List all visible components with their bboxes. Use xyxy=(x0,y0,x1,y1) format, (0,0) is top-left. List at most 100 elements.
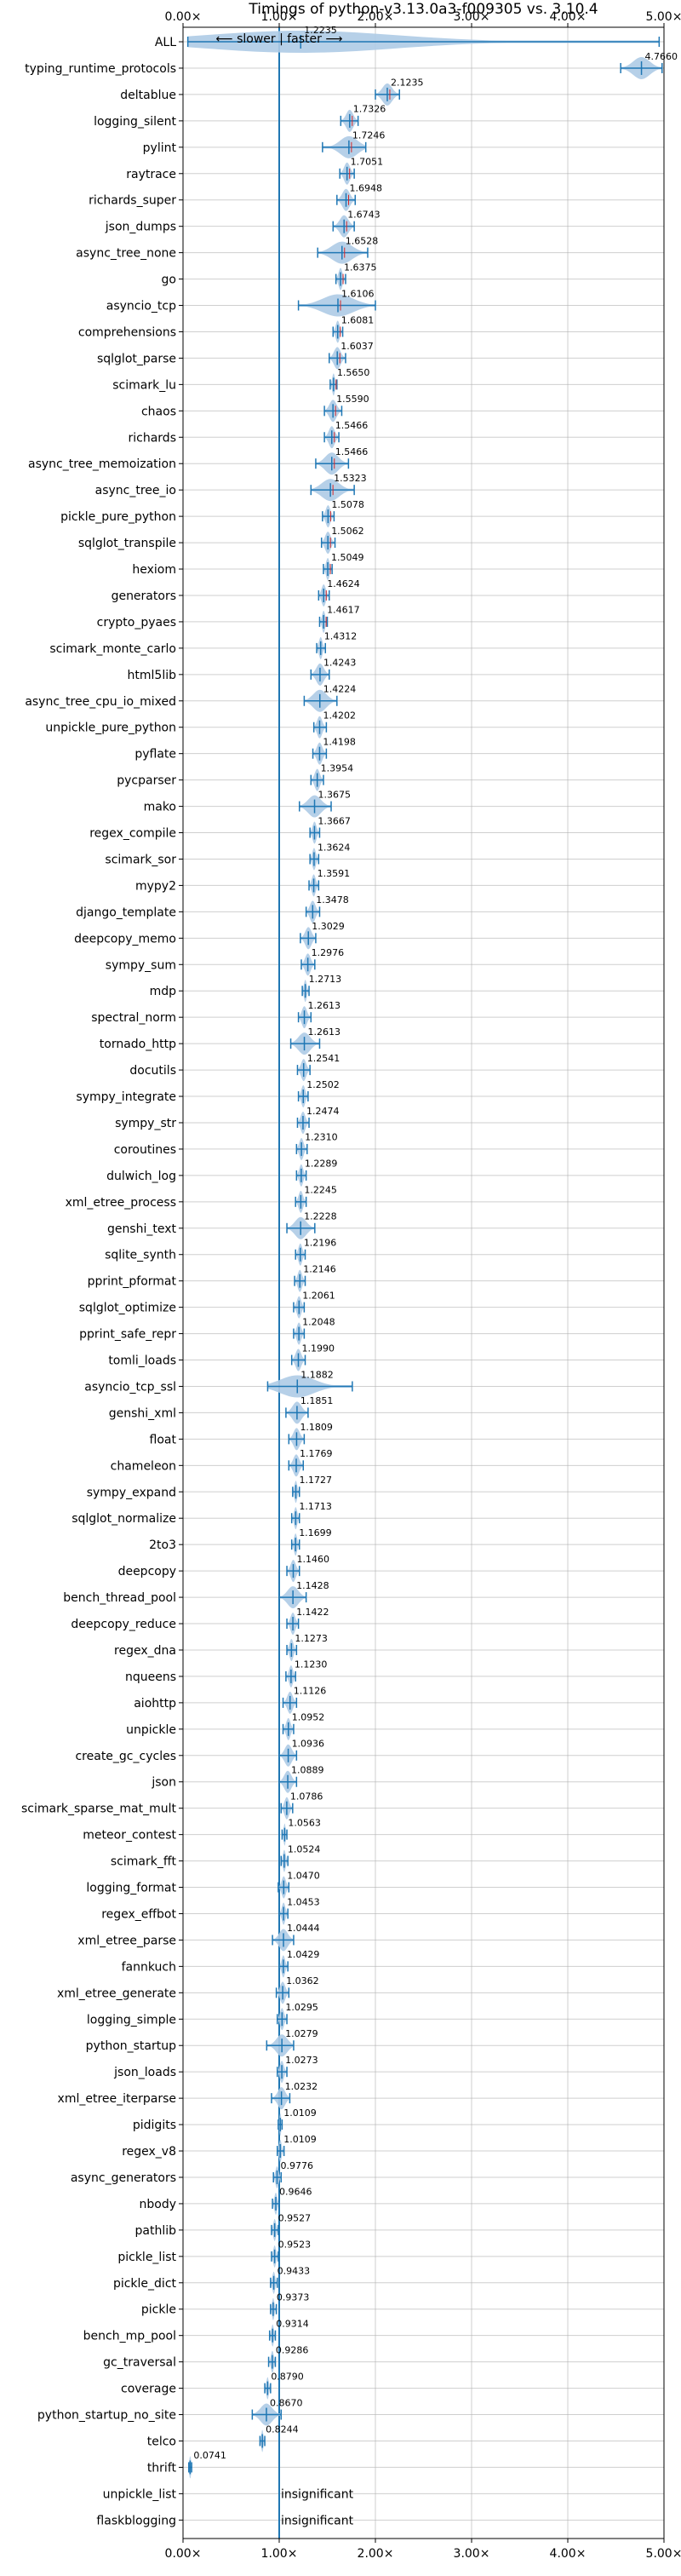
x-tick-label-top: 3.00× xyxy=(454,10,490,24)
value-label: 0.9286 xyxy=(276,2344,309,2355)
category-label: flaskblogging xyxy=(96,2514,176,2527)
value-label: 0.9523 xyxy=(278,2240,312,2251)
category-label: thrift xyxy=(147,2461,177,2475)
category-label: async_tree_memoization xyxy=(28,457,176,471)
value-label: 1.1809 xyxy=(300,1422,333,1433)
value-label: 1.0279 xyxy=(285,2028,318,2039)
value-label: 1.5590 xyxy=(336,394,369,405)
value-label: 1.6375 xyxy=(344,262,377,273)
category-label: bench_thread_pool xyxy=(63,1591,176,1605)
category-label: pylint xyxy=(143,141,177,155)
category-label: pathlib xyxy=(135,2224,177,2238)
category-label: genshi_text xyxy=(107,1222,177,1236)
value-label: 1.2502 xyxy=(306,1079,340,1090)
x-tick-label-top: 4.00× xyxy=(550,10,587,24)
value-label: 2.1235 xyxy=(391,78,424,89)
value-label: 1.4617 xyxy=(327,605,360,616)
category-label: pickle_pure_python xyxy=(60,510,176,524)
value-label: 1.4202 xyxy=(323,710,356,722)
value-label: 1.3591 xyxy=(318,868,351,879)
value-label: 0.9373 xyxy=(277,2292,310,2303)
value-label: 1.5466 xyxy=(335,420,369,431)
insignificant-label: insignificant xyxy=(281,2514,354,2527)
value-label: 1.0273 xyxy=(285,2055,318,2066)
category-label: unpickle xyxy=(126,1723,176,1737)
category-label: tomli_loads xyxy=(108,1354,176,1368)
category-label: sympy_integrate xyxy=(76,1090,176,1104)
category-label: gc_traversal xyxy=(103,2356,176,2370)
value-label: 1.2613 xyxy=(308,1026,341,1038)
value-label: 1.2541 xyxy=(307,1053,340,1064)
value-label: 1.0429 xyxy=(287,1949,320,1960)
category-label: scimark_sparse_mat_mult xyxy=(21,1803,176,1816)
value-label: 0.8244 xyxy=(266,2424,299,2435)
category-label: coroutines xyxy=(114,1143,176,1157)
value-label: 1.3029 xyxy=(312,921,345,932)
category-label: django_template xyxy=(76,906,176,919)
value-label: 1.5650 xyxy=(337,367,370,378)
category-label: unpickle_list xyxy=(103,2487,177,2501)
category-label: sympy_str xyxy=(115,1117,176,1130)
category-label: json_dumps xyxy=(105,221,176,234)
category-label: go xyxy=(162,273,176,287)
value-label: 1.5078 xyxy=(331,499,364,510)
category-label: tornado_http xyxy=(100,1038,176,1051)
category-label: asyncio_tcp_ssl xyxy=(84,1380,176,1394)
x-tick-label-bottom: 3.00× xyxy=(454,2547,490,2561)
category-label: deepcopy_memo xyxy=(74,932,176,946)
chart-title: Timings of python-v3.13.0a3-f009305 vs. … xyxy=(248,1,598,18)
value-label: 1.0362 xyxy=(286,1975,319,1987)
value-label: 1.6528 xyxy=(346,235,379,246)
category-label: unpickle_pure_python xyxy=(45,722,176,735)
value-label: 1.1230 xyxy=(295,1659,328,1670)
category-label: genshi_xml xyxy=(109,1406,176,1420)
value-label: 1.1428 xyxy=(296,1580,329,1591)
category-label: mdp xyxy=(150,985,177,998)
category-label: async_generators xyxy=(71,2171,176,2185)
category-label: regex_compile xyxy=(89,827,176,841)
ticks-layer: 0.00× 0.00× 1.00× 1.00× 2.00× 2.00× 3.00× 3.00×… xyxy=(165,10,681,2561)
value-label: 1.5466 xyxy=(335,446,369,457)
grid-layer xyxy=(182,27,665,2539)
value-label: 1.6106 xyxy=(341,288,375,299)
category-label: pprint_pformat xyxy=(88,1275,177,1289)
value-label: 0.9646 xyxy=(279,2187,312,2198)
category-label: dulwich_log xyxy=(106,1170,176,1183)
category-label: pickle_list xyxy=(117,2251,176,2264)
value-label: 4.7660 xyxy=(645,51,678,62)
category-label: deepcopy xyxy=(118,1565,176,1578)
category-label: logging_silent xyxy=(94,115,176,129)
category-label: regex_v8 xyxy=(122,2145,176,2159)
value-label: 1.0295 xyxy=(285,2002,318,2013)
value-label: 0.9314 xyxy=(276,2318,309,2329)
value-label: 1.0889 xyxy=(291,1765,324,1776)
value-label: 1.0109 xyxy=(283,2107,317,2119)
category-label: generators xyxy=(112,589,176,603)
category-label: sympy_sum xyxy=(106,958,176,972)
category-label: scimark_fft xyxy=(111,1855,177,1869)
category-label: 2to3 xyxy=(149,1538,176,1552)
category-label: sqlglot_optimize xyxy=(79,1302,176,1315)
value-label: 0.8790 xyxy=(271,2371,304,2382)
value-label: 0.9776 xyxy=(280,2160,313,2171)
x-tick-label-bottom: 5.00× xyxy=(646,2547,681,2561)
category-label: html5lib xyxy=(128,669,177,682)
category-label: mako xyxy=(144,801,176,814)
category-label: richards xyxy=(129,431,177,445)
value-label: 1.1990 xyxy=(301,1343,335,1354)
category-label: async_tree_io xyxy=(95,484,176,497)
value-label: 1.0109 xyxy=(283,2134,317,2145)
value-label: 1.2310 xyxy=(305,1132,338,1143)
value-label: 1.1699 xyxy=(299,1527,332,1538)
category-label: sympy_expand xyxy=(87,1486,176,1499)
category-label: meteor_contest xyxy=(83,1829,176,1843)
value-label: 1.1727 xyxy=(300,1475,333,1486)
value-label: 1.4198 xyxy=(323,736,356,747)
x-tick-label-bottom: 2.00× xyxy=(358,2547,394,2561)
value-label: 1.2713 xyxy=(309,974,342,985)
value-label: 1.0470 xyxy=(287,1870,320,1881)
category-label: pickle_dict xyxy=(113,2277,177,2291)
value-label: 1.2976 xyxy=(312,947,345,958)
value-label: 1.1460 xyxy=(296,1554,329,1565)
